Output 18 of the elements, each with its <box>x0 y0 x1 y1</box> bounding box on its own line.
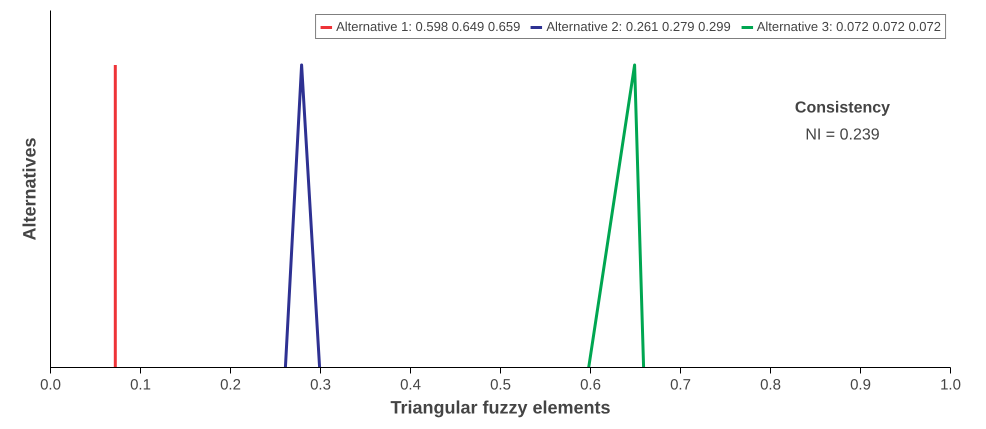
x-tick-label: 0.2 <box>220 376 241 394</box>
x-tick-label: 0.7 <box>670 376 691 394</box>
x-tick-label: 1.0 <box>940 376 961 394</box>
x-tick-label: 0.3 <box>310 376 331 394</box>
annotation: NI = 0.239 <box>805 126 880 144</box>
y-axis-title: Alternatives <box>20 137 40 241</box>
x-tick-label: 0.4 <box>400 376 421 394</box>
legend-label: Alternative 1: 0.598 0.649 0.659 <box>336 19 520 34</box>
x-tick-label: 0.0 <box>40 376 61 394</box>
x-tick-label: 0.6 <box>580 376 601 394</box>
x-tick-label: 0.5 <box>490 376 511 394</box>
legend-label: Alternative 2: 0.261 0.279 0.299 <box>546 19 731 34</box>
x-tick-label: 0.8 <box>760 376 781 394</box>
annotation: Consistency <box>794 99 890 116</box>
legend-label: Alternative 3: 0.072 0.072 0.072 <box>756 19 941 34</box>
x-axis-title: Triangular fuzzy elements <box>390 398 611 418</box>
x-tick-label: 0.1 <box>130 376 151 394</box>
x-tick-label: 0.9 <box>850 376 871 394</box>
